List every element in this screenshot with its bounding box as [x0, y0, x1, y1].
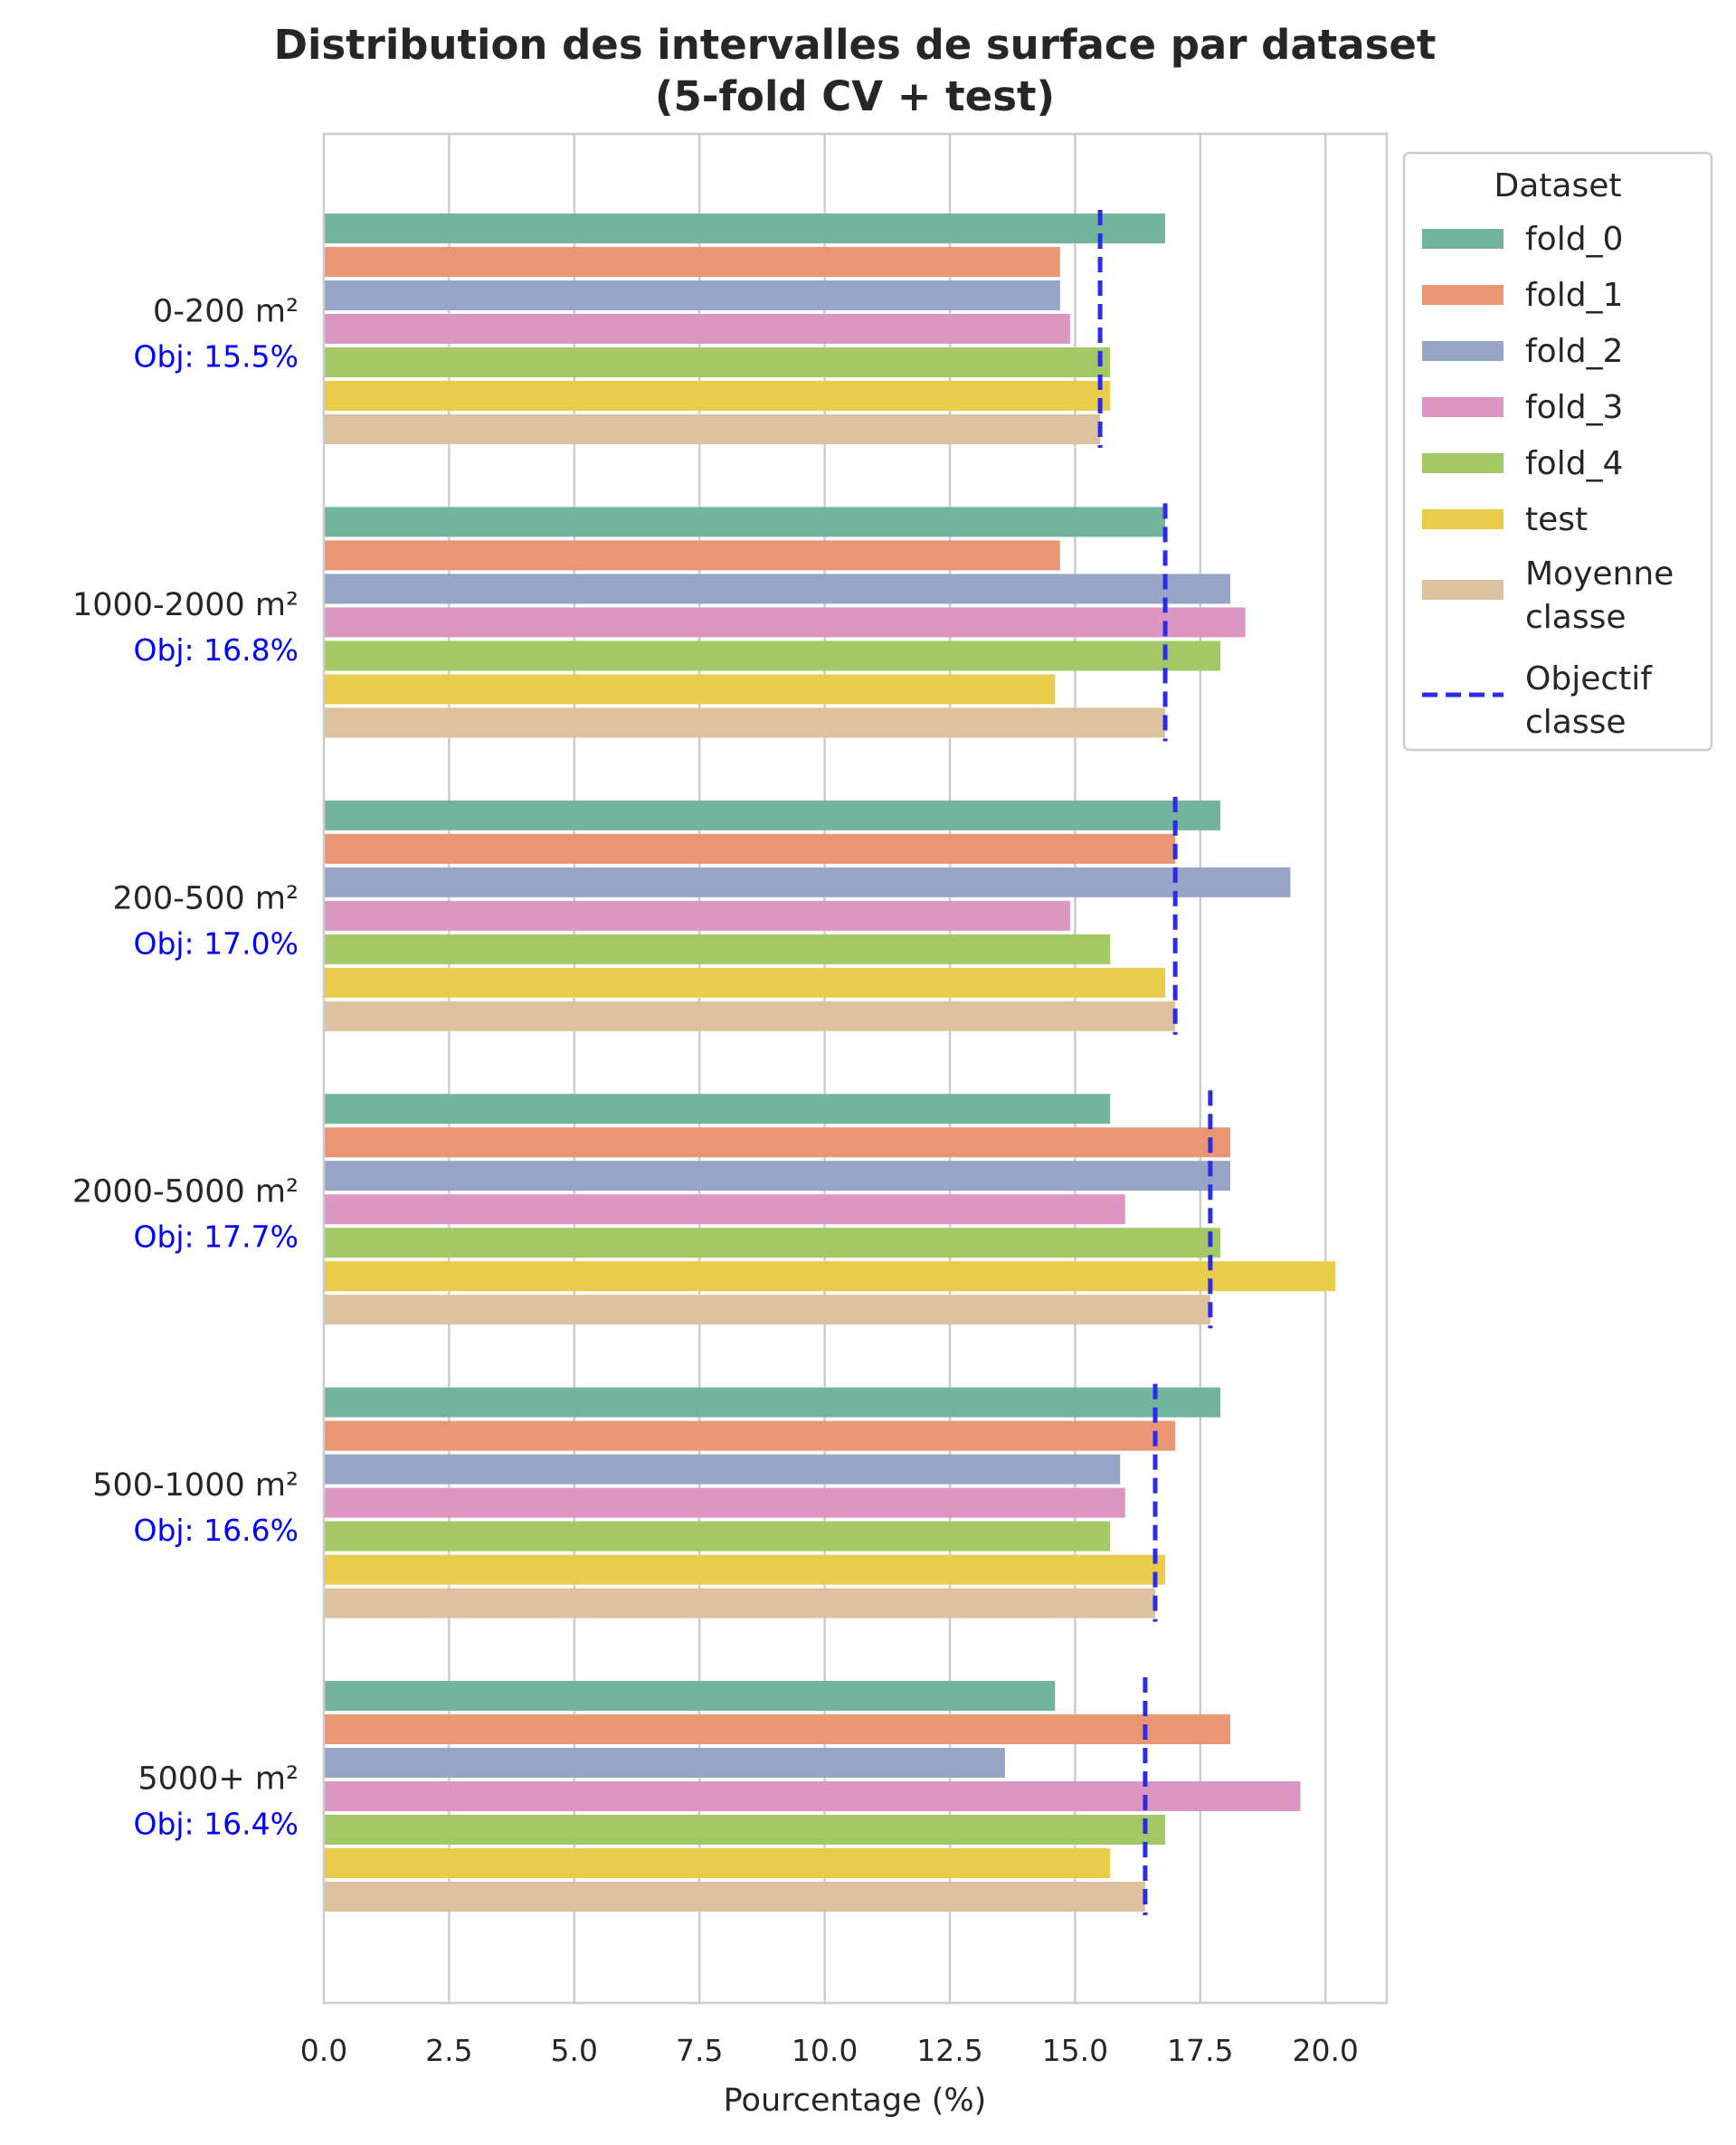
bar-fold_3	[324, 314, 1070, 344]
bar-test	[324, 381, 1111, 411]
x-tick-label: 5.0	[551, 2033, 598, 2068]
bar-fold_3	[324, 1194, 1125, 1225]
legend-title: Dataset	[1494, 167, 1622, 204]
objective-lines	[1097, 210, 1213, 1915]
bar-fold_4	[324, 347, 1111, 377]
bar-fold_0	[324, 1094, 1111, 1125]
objective-label: Obj: 15.5%	[133, 339, 299, 375]
bar-fold_2	[324, 867, 1291, 897]
chart-title: Distribution des intervalles de surface …	[274, 21, 1437, 69]
objective-label: Obj: 16.4%	[133, 1807, 299, 1842]
objective-label: Obj: 17.0%	[133, 925, 299, 961]
x-tick-label: 17.5	[1167, 2033, 1233, 2068]
plot-frame	[322, 132, 1389, 2005]
bar-fold_3	[324, 900, 1070, 931]
x-tick-label: 15.0	[1042, 2033, 1108, 2068]
category-label: 1000-2000 m²	[72, 587, 299, 623]
x-axis-label: Pourcentage (%)	[724, 2083, 987, 2119]
objective-label: Obj: 17.7%	[133, 1220, 299, 1255]
legend-swatch	[1422, 285, 1504, 305]
bar-fold_4	[324, 1815, 1166, 1845]
legend-label: classe	[1525, 704, 1627, 741]
legend-swatch	[1422, 509, 1504, 529]
bar-fold_0	[324, 507, 1166, 537]
x-tick-label: 0.0	[300, 2033, 347, 2068]
category-label: 200-500 m²	[113, 880, 299, 916]
x-tick-label: 7.5	[676, 2033, 723, 2068]
bar-test	[324, 1554, 1166, 1585]
bar-test	[324, 1848, 1111, 1878]
bar-fold_4	[324, 641, 1220, 671]
legend-swatch	[1422, 229, 1504, 249]
legend-label: test	[1525, 501, 1588, 538]
bar-fold_4	[324, 934, 1111, 964]
grid-lines	[448, 134, 1327, 2003]
bar-fold_3	[324, 1487, 1125, 1518]
legend: Dataset fold_0 fold_1 fold_2 fold_3 fold_4te…	[1402, 151, 1713, 752]
bar-fold_4	[324, 1228, 1220, 1258]
bar-test	[324, 674, 1056, 705]
bar-moyenne-classe	[324, 1882, 1145, 1912]
bar-fold_3	[324, 607, 1246, 638]
bar-fold_2	[324, 280, 1060, 310]
objective-label: Obj: 16.6%	[133, 1513, 299, 1548]
bar-fold_0	[324, 214, 1166, 243]
bar-fold_2	[324, 1454, 1121, 1485]
legend-label: fold_4	[1525, 445, 1623, 482]
bar-moyenne-classe	[324, 1001, 1176, 1031]
bar-fold_4	[324, 1521, 1111, 1552]
bar-fold_0	[324, 1387, 1220, 1418]
category-label: 500-1000 m²	[92, 1467, 299, 1504]
legend-label: classe	[1525, 599, 1627, 636]
bar-fold_1	[324, 1127, 1231, 1158]
bar-fold_0	[324, 800, 1220, 830]
bar-moyenne-classe	[324, 707, 1166, 738]
legend-swatch	[1422, 341, 1504, 361]
legend-label: fold_1	[1525, 277, 1623, 314]
bar-fold_2	[324, 574, 1231, 604]
bar-test	[324, 1261, 1336, 1292]
objective-label: Obj: 16.8%	[133, 632, 299, 668]
legend-swatch	[1422, 580, 1504, 600]
bar-fold_1	[324, 1714, 1231, 1744]
x-tick-label: 10.0	[792, 2033, 858, 2068]
bar-fold_3	[324, 1781, 1301, 1811]
x-tick-labels: 0.0 2.5 5.0 7.5 10.0 12.5 15.0 17.5 20.0	[300, 2033, 1359, 2068]
bar-moyenne-classe	[324, 1295, 1210, 1325]
legend-label: fold_0	[1525, 221, 1623, 258]
legend-swatch	[1422, 453, 1504, 473]
category-label: 0-200 m²	[153, 294, 299, 330]
bar-fold_1	[324, 247, 1060, 277]
legend-label: Moyenne	[1525, 555, 1674, 593]
bar-fold_2	[324, 1161, 1231, 1191]
category-label: 2000-5000 m²	[72, 1174, 299, 1210]
chart-subtitle: (5-fold CV + test)	[655, 72, 1055, 120]
category-label: 5000+ m²	[138, 1761, 299, 1798]
x-tick-label: 20.0	[1292, 2033, 1358, 2068]
bar-fold_2	[324, 1748, 1005, 1778]
legend-label: Objectif	[1525, 660, 1653, 698]
bar-moyenne-classe	[324, 1588, 1155, 1618]
bar-moyenne-classe	[324, 414, 1101, 444]
bar-fold_1	[324, 1420, 1176, 1451]
bar-fold_1	[324, 833, 1176, 864]
legend-label: fold_2	[1525, 333, 1623, 370]
bar-test	[324, 967, 1166, 998]
legend-swatch	[1422, 397, 1504, 417]
x-tick-label: 2.5	[425, 2033, 472, 2068]
legend-label: fold_3	[1525, 389, 1623, 426]
bars	[324, 214, 1336, 1912]
x-tick-label: 12.5	[916, 2033, 982, 2068]
y-category-labels: 0-200 m² Obj: 15.5% 1000-2000 m² Obj: 16.8%…	[72, 294, 299, 1842]
bar-fold_0	[324, 1681, 1056, 1711]
bar-fold_1	[324, 540, 1060, 571]
